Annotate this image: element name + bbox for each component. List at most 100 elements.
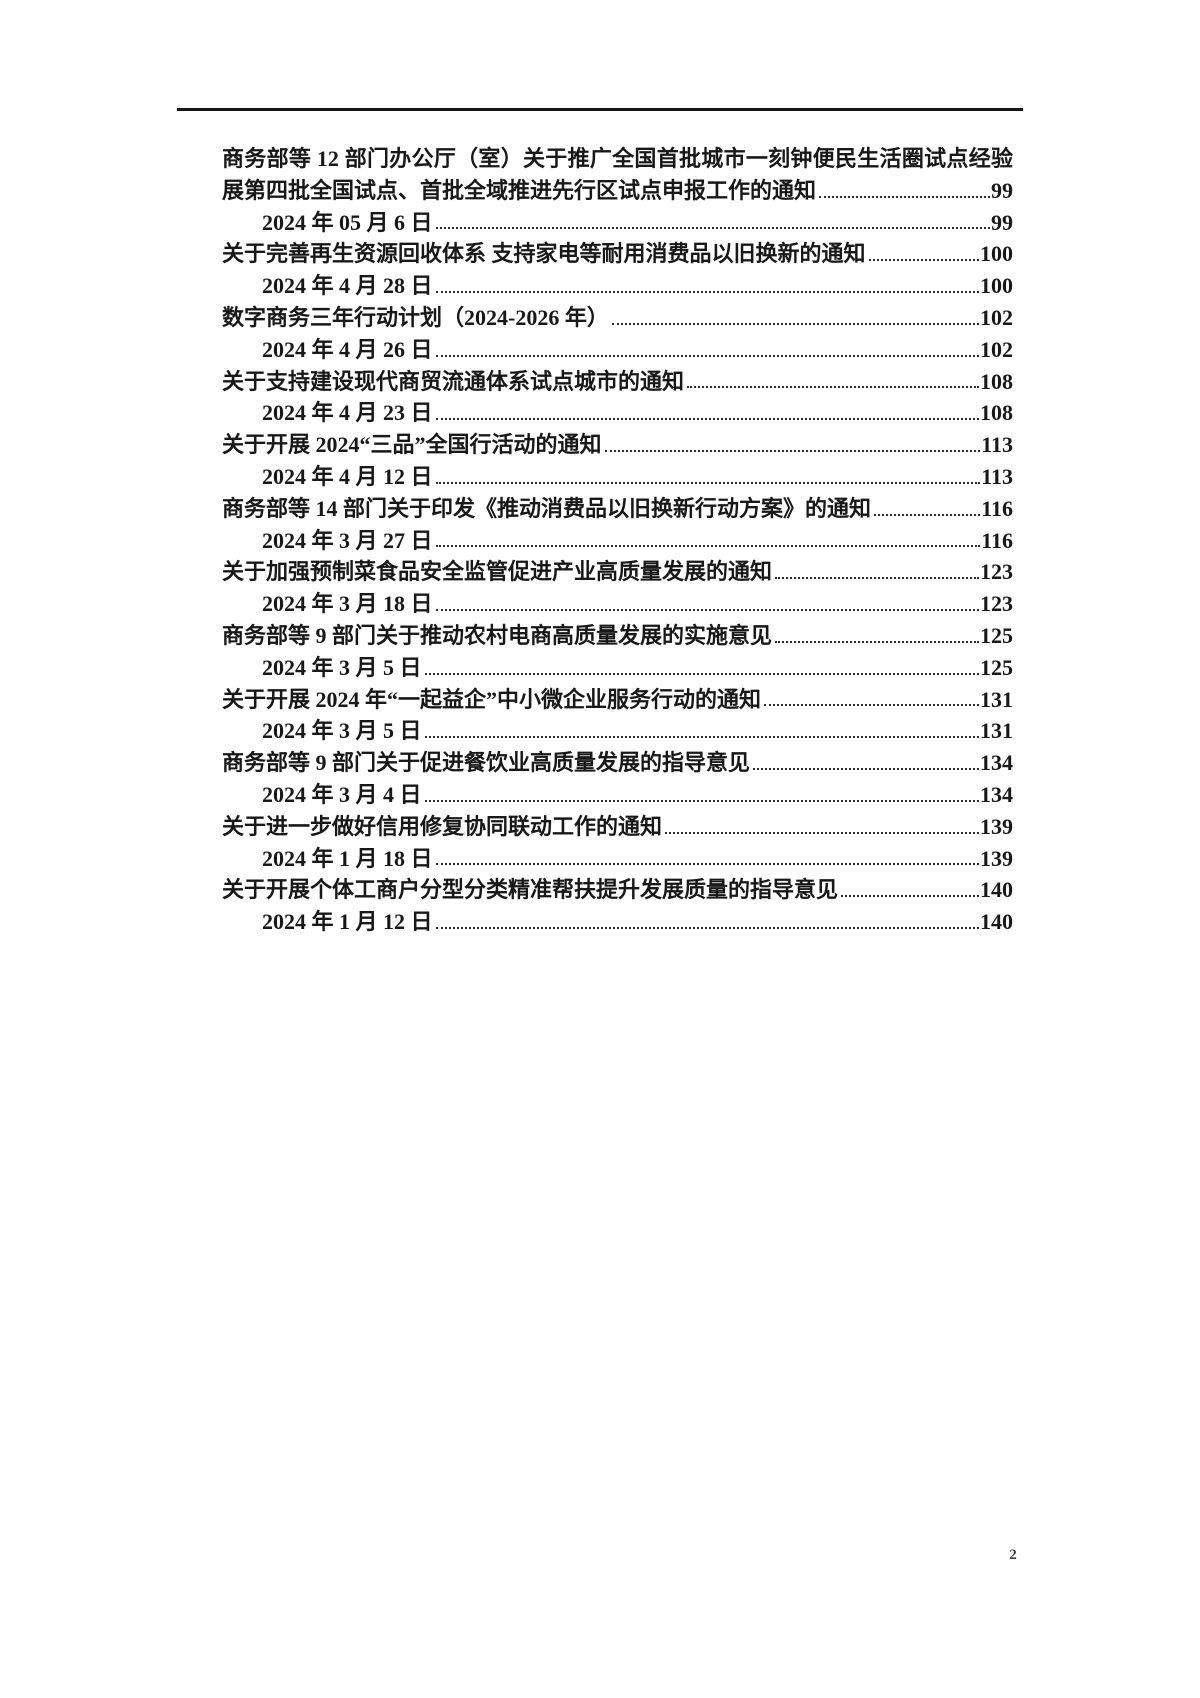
toc-entry-date-line[interactable]: 2024 年 3 月 5 日 131	[222, 715, 1013, 747]
toc-entry-date-page-number: 125	[980, 654, 1013, 680]
dot-leader	[775, 640, 979, 643]
toc-entry-title-line[interactable]: 商务部等 12 部门办公厅（室）关于推广全国首批城市一刻钟便民生活圈试点经验及开	[222, 146, 1013, 171]
toc-entry-title-text: 商务部等 14 部门关于印发《推动消费品以旧换新行动方案》的通知	[222, 495, 872, 521]
toc-entry-date-page-number: 99	[991, 209, 1013, 235]
dot-leader	[435, 926, 979, 929]
dot-leader	[604, 449, 981, 452]
dot-leader	[687, 386, 979, 389]
toc-entry: 关于开展 2024 年“一起益企”中小微企业服务行动的通知 131 2024 年…	[222, 684, 1013, 748]
toc-entry-date-text: 2024 年 3 月 27 日	[262, 527, 433, 553]
toc-entry-page-number: 99	[991, 177, 1013, 203]
toc-entry-title-text: 关于加强预制菜食品安全监管促进产业高质量发展的通知	[222, 559, 773, 585]
toc-entry-page-number: 140	[980, 877, 1013, 903]
toc-entry-title-text: 关于开展个体工商户分型分类精准帮扶提升发展质量的指导意见	[222, 877, 839, 903]
toc-entry: 关于完善再生资源回收体系 支持家电等耐用消费品以旧换新的通知 100 2024 …	[222, 238, 1013, 302]
toc-entry-date-page-number: 131	[980, 718, 1013, 744]
toc-entry-title-text: 商务部等 9 部门关于推动农村电商高质量发展的实施意见	[222, 622, 773, 648]
toc-entry-title-line[interactable]: 商务部等 9 部门关于促进餐饮业高质量发展的指导意见 134	[222, 747, 1013, 779]
toc-entry-date-line[interactable]: 2024 年 4 月 28 日 100	[222, 270, 1013, 302]
toc-entry-title-line[interactable]: 展第四批全国试点、首批全域推进先行区试点申报工作的通知 99	[222, 175, 1013, 207]
toc-entry-date-line[interactable]: 2024 年 3 月 18 日 123	[222, 588, 1013, 620]
toc-entry-title-line[interactable]: 关于开展 2024“三品”全国行活动的通知 113	[222, 429, 1013, 461]
toc-entry-title-line[interactable]: 关于开展个体工商户分型分类精准帮扶提升发展质量的指导意见 140	[222, 874, 1013, 906]
dot-leader	[665, 831, 979, 834]
dot-leader	[841, 895, 979, 898]
dot-leader	[435, 863, 979, 866]
toc-entry-date-line[interactable]: 2024 年 3 月 5 日 125	[222, 652, 1013, 684]
toc-entry-date-line[interactable]: 2024 年 1 月 12 日 140	[222, 906, 1013, 938]
toc-entry: 商务部等 9 部门关于促进餐饮业高质量发展的指导意见 134 2024 年 3 …	[222, 747, 1013, 811]
toc-entry: 关于开展 2024“三品”全国行活动的通知 113 2024 年 4 月 12 …	[222, 429, 1013, 493]
toc-entry: 关于加强预制菜食品安全监管促进产业高质量发展的通知 123 2024 年 3 月…	[222, 556, 1013, 620]
toc-entry-date-text: 2024 年 05 月 6 日	[262, 209, 433, 235]
toc-entry-date-text: 2024 年 1 月 12 日	[262, 909, 433, 935]
toc-entry-date-line[interactable]: 2024 年 05 月 6 日 99	[222, 207, 1013, 239]
toc-entry-title-line[interactable]: 关于开展 2024 年“一起益企”中小微企业服务行动的通知 131	[222, 684, 1013, 716]
toc-entry-date-text: 2024 年 4 月 12 日	[262, 463, 433, 489]
toc-entry-title-line[interactable]: 商务部等 14 部门关于印发《推动消费品以旧换新行动方案》的通知 116	[222, 493, 1013, 525]
toc-entry-title-text: 关于开展 2024“三品”全国行活动的通知	[222, 432, 602, 458]
dot-leader	[435, 227, 990, 230]
toc-entry-title-text: 展第四批全国试点、首批全域推进先行区试点申报工作的通知	[222, 177, 817, 203]
toc-entry-date-text: 2024 年 3 月 4 日	[262, 781, 422, 807]
dot-leader	[435, 290, 979, 293]
toc-entry-title-text: 关于支持建设现代商贸流通体系试点城市的通知	[222, 368, 685, 394]
toc-entry-date-text: 2024 年 3 月 5 日	[262, 718, 422, 744]
toc-entry-title-text: 商务部等 9 部门关于促进餐饮业高质量发展的指导意见	[222, 750, 751, 776]
dot-leader	[435, 608, 979, 611]
toc-entry-title-line[interactable]: 数字商务三年行动计划（2024-2026 年） 102	[222, 302, 1013, 334]
toc-entry-date-line[interactable]: 2024 年 4 月 23 日 108	[222, 397, 1013, 429]
toc-entry-date-text: 2024 年 1 月 18 日	[262, 845, 433, 871]
dot-leader	[435, 418, 979, 421]
toc-entry-page-number: 102	[980, 304, 1013, 330]
toc-entry-title-text: 数字商务三年行动计划（2024-2026 年）	[222, 304, 609, 330]
toc-entry-date-page-number: 113	[981, 463, 1013, 489]
dot-leader	[611, 322, 979, 325]
toc-entry: 商务部等 9 部门关于推动农村电商高质量发展的实施意见 125 2024 年 3…	[222, 620, 1013, 684]
toc-entry-date-line[interactable]: 2024 年 3 月 4 日 134	[222, 779, 1013, 811]
table-of-contents: 商务部等 12 部门办公厅（室）关于推广全国首批城市一刻钟便民生活圈试点经验及开…	[222, 143, 1013, 938]
toc-entry-date-text: 2024 年 4 月 23 日	[262, 400, 433, 426]
dot-leader	[435, 354, 979, 357]
toc-entry: 关于进一步做好信用修复协同联动工作的通知 139 2024 年 1 月 18 日…	[222, 811, 1013, 875]
toc-entry-page-number: 134	[980, 750, 1013, 776]
toc-entry-date-page-number: 134	[980, 781, 1013, 807]
dot-leader	[874, 513, 981, 516]
toc-entry-date-text: 2024 年 4 月 26 日	[262, 336, 433, 362]
dot-leader	[435, 481, 981, 484]
toc-entry-date-line[interactable]: 2024 年 4 月 12 日 113	[222, 461, 1013, 493]
dot-leader	[424, 799, 979, 802]
dot-leader	[424, 672, 979, 675]
toc-entry-title-line[interactable]: 关于加强预制菜食品安全监管促进产业高质量发展的通知 123	[222, 556, 1013, 588]
toc-entry-date-page-number: 123	[980, 591, 1013, 617]
toc-entry-page-number: 116	[981, 495, 1013, 521]
dot-leader	[424, 736, 979, 739]
dot-leader	[753, 767, 979, 770]
toc-entry-date-line[interactable]: 2024 年 4 月 26 日 102	[222, 334, 1013, 366]
dot-leader	[868, 259, 979, 262]
toc-entry-title-text: 关于完善再生资源回收体系 支持家电等耐用消费品以旧换新的通知	[222, 241, 866, 267]
toc-entry-page-number: 123	[980, 559, 1013, 585]
toc-entry-title-line[interactable]: 关于支持建设现代商贸流通体系试点城市的通知 108	[222, 366, 1013, 398]
toc-entry-title-text: 关于进一步做好信用修复协同联动工作的通知	[222, 813, 663, 839]
toc-entry-date-page-number: 140	[980, 909, 1013, 935]
toc-entry-date-page-number: 116	[981, 527, 1013, 553]
toc-entry: 商务部等 12 部门办公厅（室）关于推广全国首批城市一刻钟便民生活圈试点经验及开…	[222, 143, 1013, 238]
toc-entry-date-page-number: 102	[980, 336, 1013, 362]
toc-entry-title-line[interactable]: 关于进一步做好信用修复协同联动工作的通知 139	[222, 811, 1013, 843]
toc-entry-date-line[interactable]: 2024 年 3 月 27 日 116	[222, 525, 1013, 557]
toc-entry-date-page-number: 139	[980, 845, 1013, 871]
toc-entry-date-text: 2024 年 3 月 18 日	[262, 591, 433, 617]
toc-entry-page-number: 139	[980, 813, 1013, 839]
toc-entry-title-line[interactable]: 商务部等 9 部门关于推动农村电商高质量发展的实施意见 125	[222, 620, 1013, 652]
toc-entry-date-line[interactable]: 2024 年 1 月 18 日 139	[222, 843, 1013, 875]
toc-entry-date-page-number: 108	[980, 400, 1013, 426]
footer-page-number: 2	[1009, 1547, 1017, 1563]
toc-entry-date-text: 2024 年 3 月 5 日	[262, 654, 422, 680]
toc-entry-page-number: 108	[980, 368, 1013, 394]
toc-entry-title-line[interactable]: 关于完善再生资源回收体系 支持家电等耐用消费品以旧换新的通知 100	[222, 238, 1013, 270]
toc-entry: 关于支持建设现代商贸流通体系试点城市的通知 108 2024 年 4 月 23 …	[222, 366, 1013, 430]
toc-entry: 数字商务三年行动计划（2024-2026 年） 102 2024 年 4 月 2…	[222, 302, 1013, 366]
dot-leader	[764, 704, 979, 707]
